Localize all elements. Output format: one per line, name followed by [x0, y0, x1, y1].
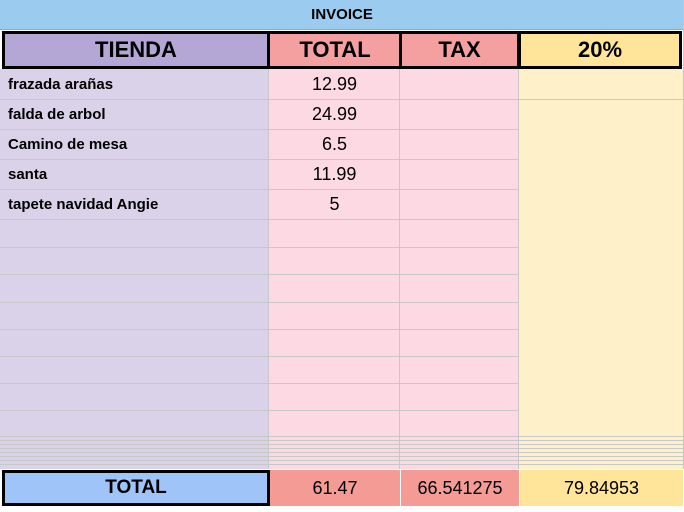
item-total: 11.99 [312, 163, 357, 184]
row-divider [0, 189, 519, 190]
row-divider [0, 436, 684, 437]
row-divider [0, 129, 519, 130]
row-divider [0, 444, 684, 445]
header-rate[interactable]: 20% [518, 31, 682, 69]
item-row[interactable]: santa 11.99 [0, 159, 519, 189]
item-name: santa [8, 165, 48, 183]
total-column-bg [269, 69, 400, 469]
row-divider [0, 329, 519, 330]
column-divider [518, 69, 519, 469]
invoice-title: INVOICE [311, 6, 373, 23]
header-total-label: TOTAL [299, 37, 371, 62]
item-total: 12.99 [311, 73, 358, 94]
item-total: 6.5 [321, 133, 348, 154]
row-divider [0, 448, 684, 449]
column-divider [399, 69, 400, 469]
item-name: tapete navidad Angie [8, 195, 159, 213]
row-divider [0, 456, 684, 457]
item-total: 24.99 [311, 103, 358, 124]
header-store-label: TIENDA [95, 37, 177, 62]
row-divider [0, 247, 519, 248]
row-divider [0, 219, 519, 220]
header-store[interactable]: TIENDA [2, 31, 270, 69]
item-name: Camino de mesa [8, 135, 128, 153]
item-row[interactable]: falda de arbol 24.99 [0, 99, 519, 129]
header-total[interactable]: TOTAL [270, 31, 400, 69]
row-divider [0, 274, 519, 275]
header-rate-label: 20% [577, 37, 623, 62]
footer-total-label-cell[interactable]: TOTAL [2, 470, 270, 506]
footer-rate-value: 79.84953 [563, 477, 640, 498]
item-row[interactable]: frazada arañas 12.99 [0, 69, 519, 99]
footer-total-label: TOTAL [105, 477, 167, 498]
footer-total-cell[interactable]: 61.47 [270, 470, 400, 506]
item-total: 5 [329, 193, 340, 214]
row-divider [0, 464, 684, 465]
store-column-bg [0, 69, 269, 469]
row-divider [0, 440, 684, 441]
header-tax[interactable]: TAX [399, 31, 520, 69]
footer-total-value: 61.47 [312, 477, 358, 498]
footer-tax-cell[interactable]: 66.541275 [401, 470, 519, 506]
item-name: falda de arbol [8, 105, 106, 123]
item-name: frazada arañas [8, 75, 114, 93]
row-divider [0, 302, 519, 303]
row-divider [0, 460, 684, 461]
footer-tax-value: 66.541275 [417, 477, 503, 498]
row-divider [0, 159, 519, 160]
row-divider [0, 99, 684, 100]
header-tax-label: TAX [438, 37, 481, 62]
row-divider [0, 383, 519, 384]
row-divider [0, 356, 519, 357]
tax-column-bg [400, 69, 519, 469]
invoice-title-bar: INVOICE [0, 0, 684, 30]
item-row[interactable]: Camino de mesa 6.5 [0, 129, 519, 159]
row-divider [0, 410, 519, 411]
column-divider [268, 69, 269, 469]
row-divider [0, 452, 684, 453]
footer-rate-cell[interactable]: 79.84953 [520, 470, 683, 506]
item-row[interactable]: tapete navidad Angie 5 [0, 189, 519, 219]
rate-column-bg [519, 69, 684, 469]
